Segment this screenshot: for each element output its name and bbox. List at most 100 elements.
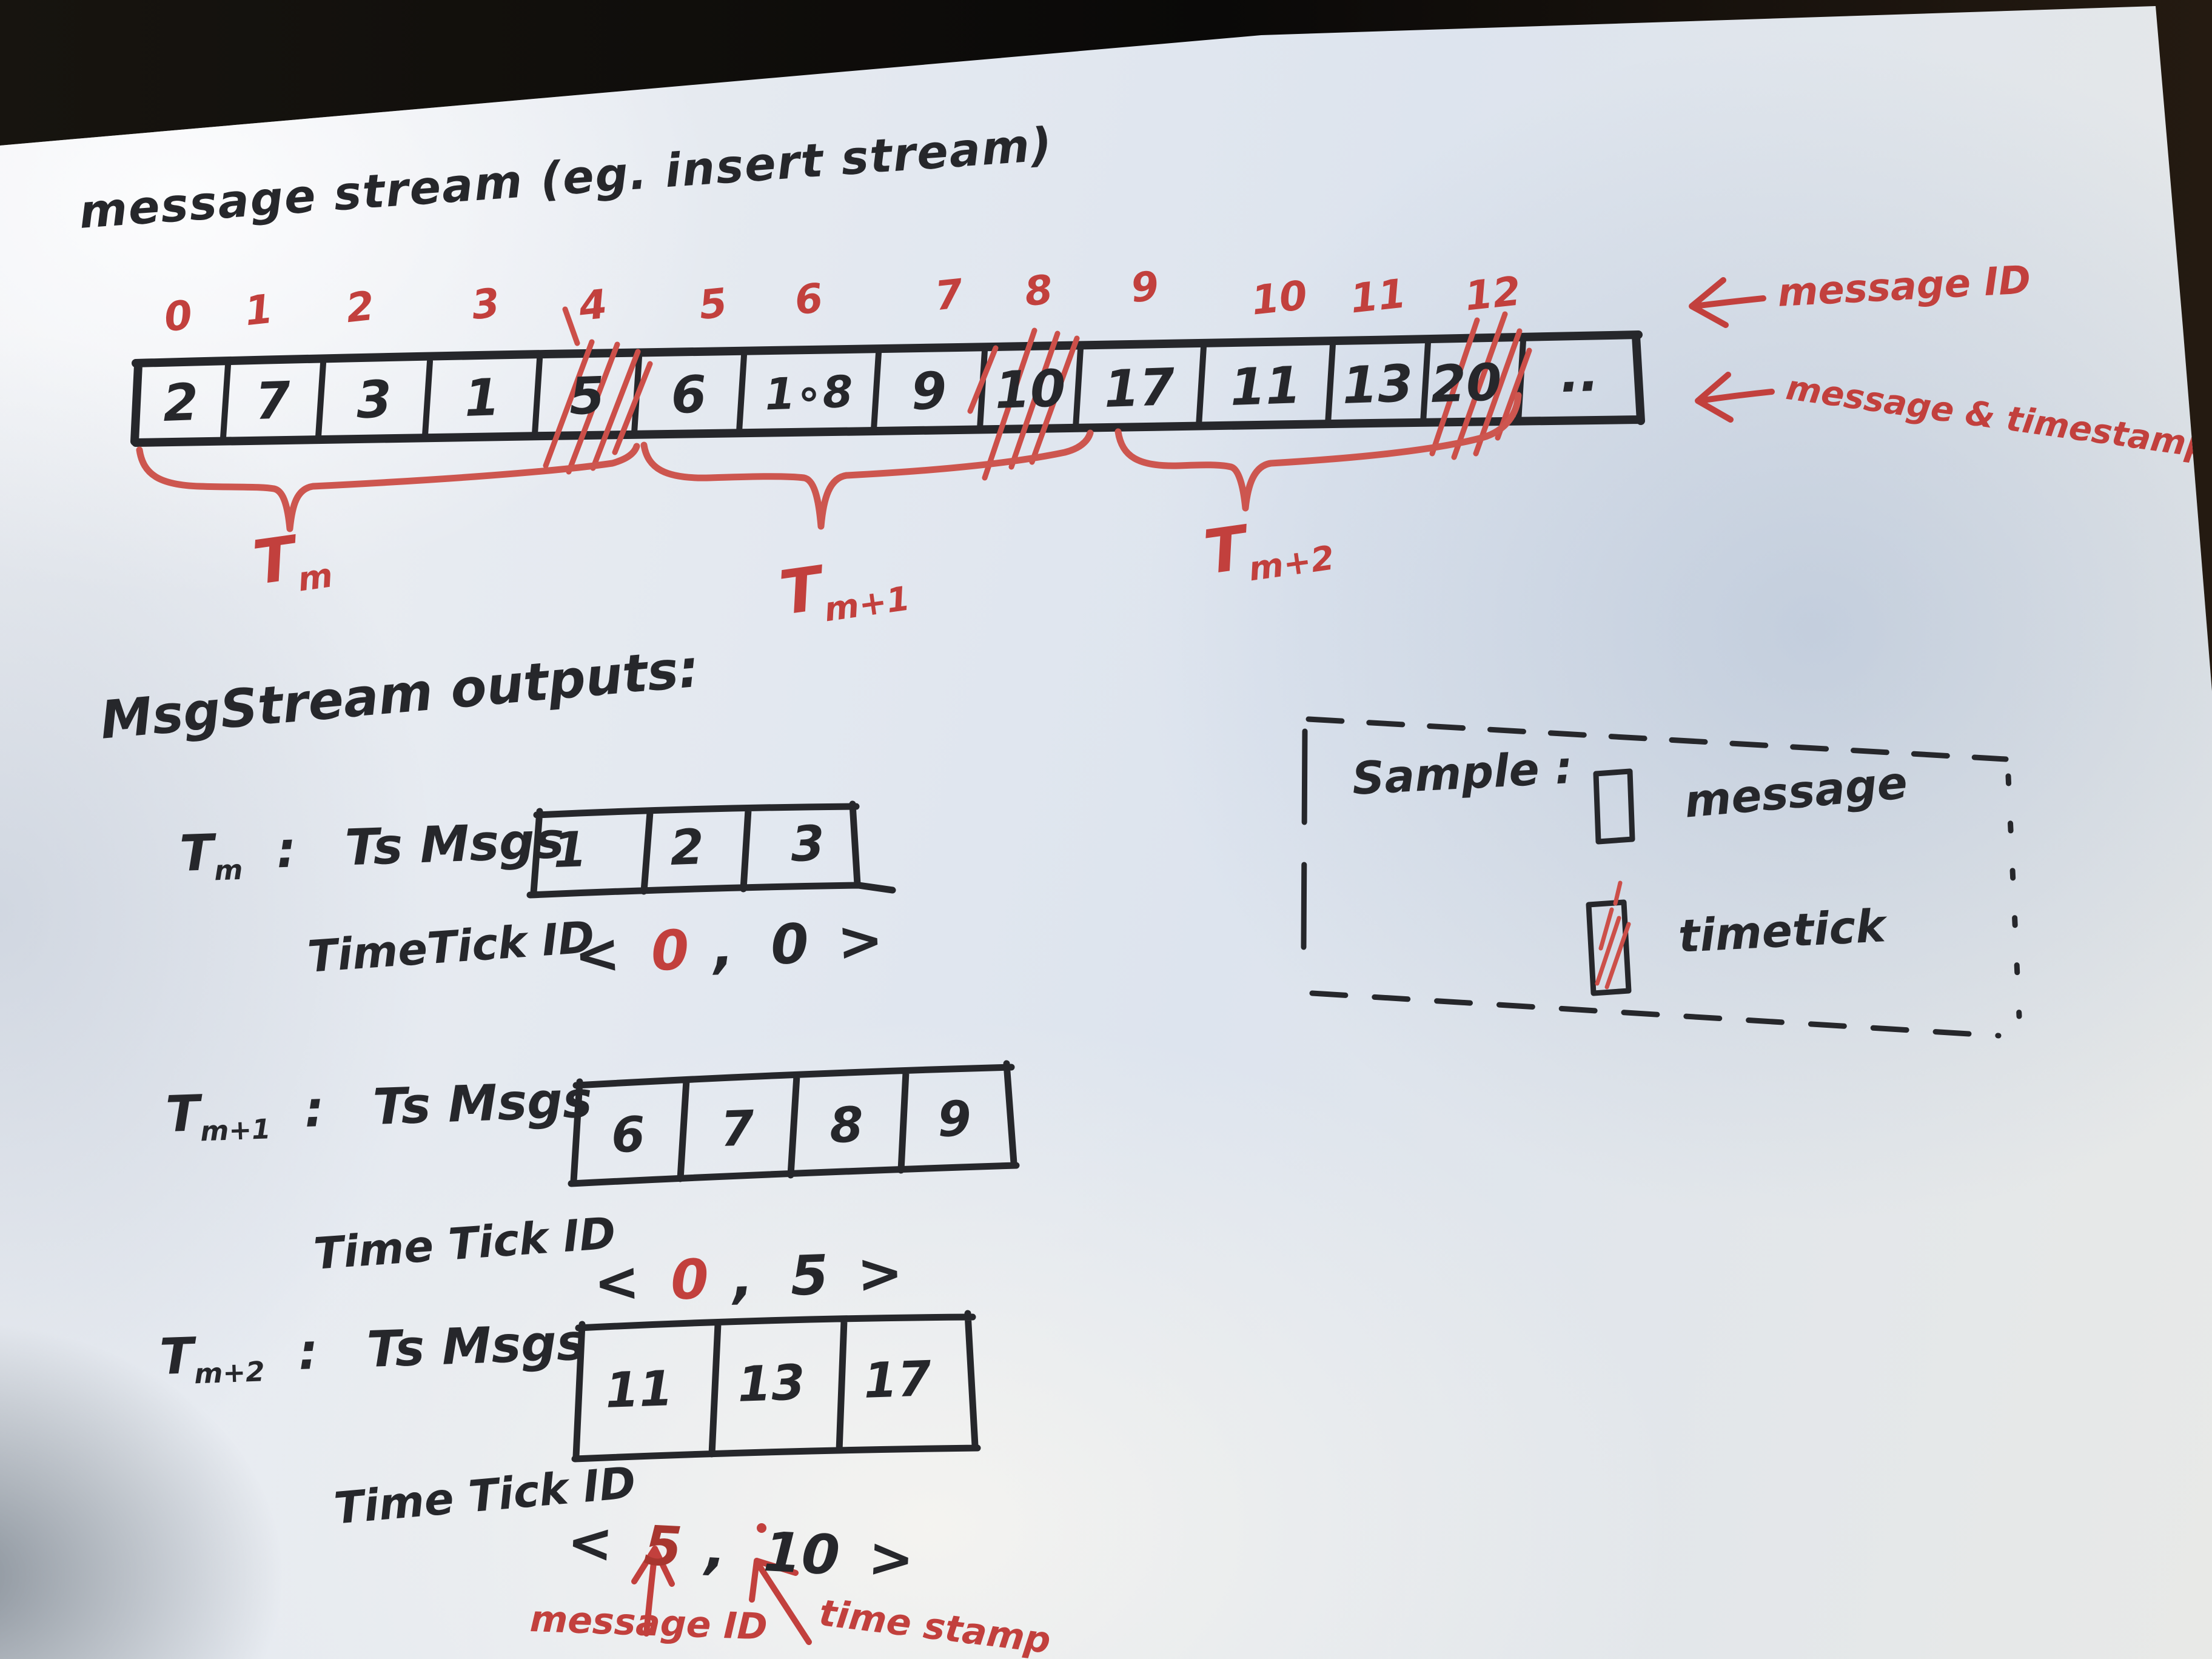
message-symbol-icon bbox=[1593, 768, 1635, 845]
annotation-message-id: message ID bbox=[529, 1598, 768, 1649]
stream-cell: 1∘8 bbox=[763, 366, 854, 420]
output-msg: 8 bbox=[828, 1096, 865, 1154]
legend-border-right bbox=[2005, 773, 2022, 1019]
output-msg: 17 bbox=[862, 1350, 933, 1409]
left-arrow-icon bbox=[1695, 372, 1775, 423]
legend-title: Sample : bbox=[1350, 741, 1574, 805]
stream-index: 10 bbox=[1249, 272, 1310, 324]
stream-cell: 11 bbox=[1228, 355, 1302, 418]
up-arrow-icon bbox=[631, 1546, 675, 1637]
window-sub: m bbox=[213, 853, 244, 887]
tick-msg-id: 0 bbox=[669, 1247, 710, 1313]
tick-timestamp: 0 bbox=[769, 911, 811, 977]
stream-cell: 9 bbox=[910, 361, 948, 421]
stream-index: 6 bbox=[793, 274, 825, 324]
stream-cell: 2 bbox=[162, 372, 199, 433]
stream-cell: 13 bbox=[1341, 353, 1415, 416]
colon: : bbox=[303, 1080, 326, 1139]
output-msg: 6 bbox=[610, 1106, 646, 1164]
stream-index: 3 bbox=[469, 279, 502, 329]
row-label-arrows bbox=[1689, 277, 1775, 423]
output-msg: 13 bbox=[736, 1354, 806, 1413]
timetick-symbol-hatch bbox=[1595, 880, 1631, 990]
stream-index: 9 bbox=[1128, 262, 1161, 312]
comma: , bbox=[704, 1517, 728, 1582]
window-base: T bbox=[164, 1085, 201, 1144]
window-label-tm: Tm bbox=[249, 523, 335, 602]
stream-index: 5 bbox=[697, 279, 729, 329]
window-label-tm2: Tm+2 bbox=[1200, 506, 1337, 592]
window-sub: m+1 bbox=[199, 1113, 272, 1148]
tick-msg-id: 5 bbox=[642, 1513, 684, 1580]
window-sub: m bbox=[295, 555, 335, 599]
stream-index: 1 bbox=[243, 285, 275, 335]
legend-item-timetick: timetick bbox=[1677, 900, 1887, 963]
output-msg: 9 bbox=[936, 1090, 973, 1148]
output-box-tm bbox=[526, 800, 896, 899]
colon: : bbox=[297, 1322, 320, 1381]
stream-cell: 17 bbox=[1102, 357, 1176, 420]
tick-timestamp: 5 bbox=[789, 1243, 830, 1309]
stream-cell: 1 bbox=[463, 367, 501, 428]
output-box-tm2 bbox=[571, 1310, 981, 1463]
window-label-tm1: Tm+1 bbox=[776, 546, 913, 632]
angle-open: < bbox=[572, 922, 622, 988]
angle-open: < bbox=[565, 1510, 615, 1576]
tick-msg-id: 0 bbox=[649, 918, 691, 984]
stream-cell: 7 bbox=[254, 370, 292, 431]
legend-box bbox=[1301, 716, 2022, 1039]
annotation-arrows bbox=[631, 1523, 812, 1645]
ts-msgs-label: Ts Msgs bbox=[366, 1313, 588, 1379]
stream-cell: 3 bbox=[355, 369, 393, 430]
stream-index: 11 bbox=[1348, 270, 1409, 323]
stream-cell: 6 bbox=[670, 364, 708, 425]
output-msg: 1 bbox=[552, 821, 588, 879]
stream-index: 12 bbox=[1463, 267, 1523, 320]
ts-msgs-label: Ts Msgs bbox=[344, 811, 566, 877]
stream-cell-timetick: 10 bbox=[993, 358, 1067, 421]
stream-cell-timetick: 5 bbox=[568, 366, 606, 426]
tick-timestamp: 10 bbox=[762, 1520, 842, 1588]
stream-index: 4 bbox=[577, 280, 609, 330]
window-base: T bbox=[178, 824, 215, 883]
comma: , bbox=[731, 1245, 755, 1310]
brace-tm2 bbox=[1114, 392, 1522, 512]
angle-close: > bbox=[836, 908, 885, 974]
legend-border-left bbox=[1301, 728, 1308, 950]
comma: , bbox=[711, 916, 736, 980]
ts-msgs-label: Ts Msgs bbox=[372, 1071, 594, 1137]
hatch-cell-8 bbox=[967, 327, 1080, 481]
timetick-symbol-icon bbox=[1586, 899, 1632, 996]
timetick-id-value: < 0 , 5 > bbox=[593, 1241, 904, 1315]
hatch-cell-4 bbox=[543, 306, 653, 475]
angle-close: > bbox=[866, 1526, 916, 1592]
output-msg: 2 bbox=[669, 819, 705, 876]
window-base: T bbox=[158, 1327, 195, 1386]
brace-tm bbox=[136, 443, 640, 532]
left-arrow-icon bbox=[1689, 277, 1766, 328]
legend-border-bottom bbox=[1309, 990, 2002, 1039]
window-braces bbox=[136, 392, 1522, 532]
output-box-tm1 bbox=[568, 1060, 1020, 1187]
timetick-hatch bbox=[543, 306, 1532, 481]
angle-open: < bbox=[592, 1250, 641, 1315]
angle-close: > bbox=[856, 1241, 904, 1306]
arrow-dot bbox=[757, 1523, 766, 1533]
hatch-cell-12 bbox=[1429, 311, 1532, 460]
brace-tm1 bbox=[640, 429, 1094, 530]
output-msg: 11 bbox=[604, 1360, 674, 1419]
up-left-arrow-icon bbox=[749, 1558, 812, 1645]
stream-index: 2 bbox=[344, 282, 377, 332]
stream-index: 8 bbox=[1022, 266, 1055, 316]
stream-index: 0 bbox=[162, 291, 195, 341]
output-msg: 3 bbox=[789, 815, 826, 873]
stream-cell-ellipsis: .. bbox=[1559, 343, 1600, 404]
stream-index: 7 bbox=[933, 270, 965, 320]
output-msg: 7 bbox=[719, 1100, 756, 1158]
stream-cell-timetick: 20 bbox=[1429, 352, 1503, 415]
stream-row-borders bbox=[130, 330, 1645, 447]
window-sub: m+2 bbox=[193, 1355, 266, 1390]
output-boxes bbox=[526, 800, 1020, 1463]
